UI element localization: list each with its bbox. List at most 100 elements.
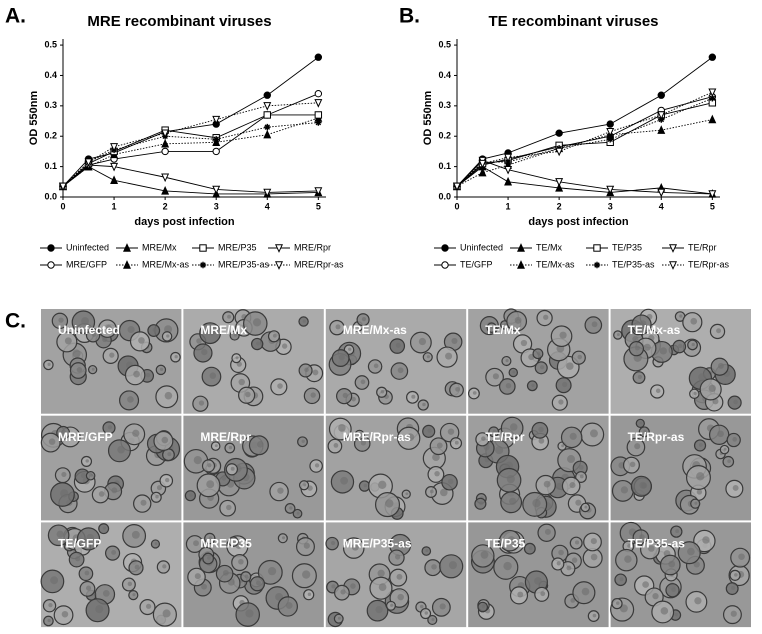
x-tick-label: 1 — [112, 201, 117, 211]
cell-nucleus — [303, 483, 307, 487]
cell-nucleus — [189, 493, 193, 497]
data-point — [657, 91, 665, 99]
data-point — [59, 182, 67, 192]
cell-nucleus — [145, 373, 151, 378]
cell-nucleus — [575, 540, 580, 545]
cell-nucleus — [481, 604, 486, 609]
cell-nucleus — [256, 580, 261, 586]
legend-label: MRE/Rpr — [294, 242, 331, 252]
data-point — [315, 119, 322, 126]
cell-nucleus — [561, 444, 565, 448]
cell-nucleus — [635, 345, 640, 351]
cell-nucleus — [267, 567, 277, 576]
x-tick-label: 5 — [316, 201, 321, 211]
cell-nucleus — [396, 573, 403, 580]
x-tick-label: 2 — [163, 201, 168, 211]
chart: A. MRE recombinant viruses OD 550nm days po… — [5, 5, 344, 270]
legend-marker — [123, 260, 131, 269]
cell-nucleus — [48, 438, 56, 445]
cell-nucleus — [616, 333, 620, 337]
legend-marker — [669, 261, 677, 270]
cell-nucleus — [627, 543, 631, 548]
legend-label: MRE/GFP — [66, 259, 107, 269]
cell-nucleus — [342, 392, 348, 399]
y-tick-label: 0.1 — [438, 161, 451, 171]
cell-nucleus — [310, 392, 316, 398]
cell-nucleus — [505, 461, 514, 470]
cell-nucleus — [624, 555, 632, 563]
legend-label: MRE/P35-as — [218, 259, 270, 269]
x-tick-label: 4 — [265, 201, 270, 211]
data-point — [504, 153, 513, 163]
cell-nucleus — [385, 499, 394, 508]
cell-nucleus — [105, 324, 112, 331]
cell-nucleus — [639, 320, 647, 327]
cell-nucleus — [252, 318, 262, 327]
cell-nucleus — [196, 338, 202, 344]
cell-nucleus — [534, 577, 542, 585]
legend-label: TE/GFP — [460, 259, 493, 269]
cell-nucleus — [208, 328, 216, 336]
cell-nucleus — [98, 491, 105, 497]
cell-nucleus — [214, 444, 218, 448]
cell-nucleus — [418, 337, 427, 346]
micrograph: MRE/Mx — [183, 309, 324, 414]
cell-nucleus — [691, 342, 695, 347]
cell-nucleus — [503, 561, 512, 571]
cell-nucleus — [558, 549, 564, 556]
cell-nucleus — [679, 314, 683, 318]
y-tick-label: 0.2 — [438, 131, 451, 141]
x-tick-label: 3 — [214, 201, 219, 211]
data-point — [161, 138, 170, 148]
cell-nucleus — [620, 486, 629, 494]
cell-nucleus — [556, 561, 561, 566]
cell-nucleus — [531, 383, 535, 387]
cell-nucleus — [221, 475, 227, 481]
cell-nucleus — [512, 370, 516, 374]
cell-nucleus — [495, 446, 504, 455]
cell-nucleus — [558, 399, 564, 405]
cell-nucleus — [61, 610, 69, 618]
cell-nucleus — [111, 549, 117, 555]
cell-nucleus — [56, 530, 64, 538]
cell-nucleus — [232, 539, 236, 543]
cell-nucleus — [429, 489, 434, 494]
legend-label: Uninfected — [460, 242, 503, 252]
cell-nucleus — [490, 325, 495, 329]
cell-nucleus — [167, 452, 172, 457]
legend-label: MRE/P35 — [218, 242, 257, 252]
data-point — [110, 143, 119, 152]
cell-nucleus — [543, 314, 549, 320]
cell-nucleus — [506, 474, 515, 484]
data-point — [263, 111, 271, 119]
cell-nucleus — [655, 388, 661, 394]
data-point — [314, 89, 323, 98]
cell-nucleus — [717, 430, 724, 438]
data-point — [263, 129, 272, 139]
series-line — [456, 56, 713, 187]
cell-nucleus — [380, 389, 385, 394]
cell-nucleus — [447, 428, 455, 435]
cell-nucleus — [333, 443, 339, 448]
cell-nucleus — [337, 616, 341, 620]
cell-nucleus — [109, 352, 115, 358]
cell-nucleus — [301, 570, 311, 579]
cell-nucleus — [509, 497, 517, 505]
micrograph: MRE/Rpr-as — [325, 415, 467, 521]
cell-nucleus — [245, 391, 251, 398]
cell-nucleus — [427, 428, 432, 433]
y-tick-label: 0.0 — [44, 191, 57, 201]
cell-nucleus — [698, 373, 706, 382]
y-axis-label: OD 550nm — [28, 91, 40, 146]
cell-nucleus — [132, 429, 140, 437]
data-point — [314, 53, 323, 61]
cell-nucleus — [445, 352, 453, 360]
cell-nucleus — [419, 604, 424, 609]
cell-nucleus — [642, 581, 649, 588]
cell-nucleus — [275, 592, 283, 601]
cell-nucleus — [643, 429, 647, 434]
cell-nucleus — [648, 545, 655, 552]
cell-nucleus — [85, 585, 92, 591]
cell-nucleus — [566, 362, 574, 370]
legend-marker — [669, 244, 677, 253]
